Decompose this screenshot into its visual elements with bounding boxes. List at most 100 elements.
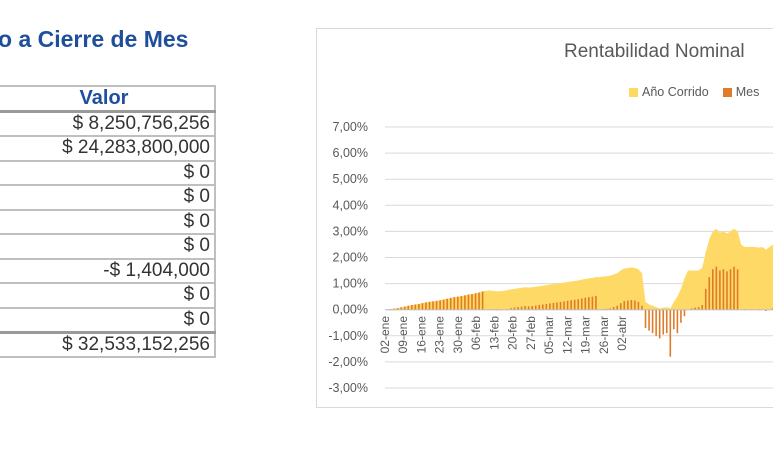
- value-cell: -$ 1,404,000: [0, 257, 216, 284]
- series-bar-month: [669, 309, 672, 357]
- series-bar-month: [545, 303, 548, 310]
- series-bar-month: [534, 305, 537, 310]
- series-bar-month: [673, 309, 675, 330]
- series-bar-month: [403, 306, 406, 310]
- series-bar-month: [481, 291, 484, 310]
- chart-area: [316, 28, 773, 408]
- series-bar-month: [453, 297, 456, 310]
- series-bar-month: [474, 293, 477, 310]
- series-bar-month: [651, 309, 654, 334]
- y-tick-label: -3,00%: [328, 381, 368, 395]
- series-bar-month: [729, 269, 732, 310]
- x-tick-label: 05-mar: [542, 316, 556, 354]
- series-bar-month: [414, 304, 417, 310]
- series-bar-month: [513, 307, 516, 310]
- series-bar-month: [595, 295, 597, 310]
- series-bar-month: [580, 298, 583, 310]
- series-bar-month: [704, 288, 707, 310]
- x-tick-label: 16-ene: [414, 316, 428, 354]
- series-bar-month: [637, 301, 640, 310]
- value-cell: $ 0: [0, 208, 216, 235]
- legend-swatch-ytd: [629, 87, 638, 97]
- series-bar-month: [591, 296, 594, 310]
- series-bar-month: [708, 277, 711, 310]
- legend-item-ytd: Año Corrido: [629, 85, 709, 99]
- series-bar-month: [683, 309, 686, 317]
- series-bar-month: [421, 303, 424, 310]
- x-tick-label: 09-ene: [396, 316, 410, 354]
- series-bar-month: [641, 305, 643, 310]
- series-bar-month: [471, 294, 473, 310]
- x-tick-label: 20-feb: [506, 316, 520, 350]
- series-bar-month: [549, 303, 551, 310]
- series-bar-month: [517, 307, 519, 310]
- series-bar-month: [690, 308, 693, 310]
- series-bar-month: [577, 299, 580, 310]
- y-tick-label: 4,00%: [333, 198, 368, 212]
- series-bar-month: [588, 297, 590, 310]
- series-bar-month: [630, 300, 633, 310]
- series-bar-month: [446, 298, 449, 310]
- series-bar-month: [662, 309, 665, 335]
- series-bar-month: [584, 297, 587, 310]
- series-bar-month: [407, 305, 410, 310]
- y-tick-label: 6,00%: [333, 146, 368, 160]
- series-bar-month: [542, 304, 544, 310]
- series-bar-month: [570, 300, 572, 310]
- value-total-cell: $ 32,533,152,256: [0, 330, 216, 358]
- series-bar-month: [457, 296, 459, 310]
- series-bar-month: [665, 309, 668, 334]
- series-bar-month: [573, 299, 576, 310]
- value-table: Valor $ 8,250,756,256 $ 24,283,800,000 $…: [0, 85, 216, 358]
- series-bar-month: [460, 296, 463, 310]
- series-bar-month: [680, 309, 682, 323]
- series-bar-month: [467, 294, 470, 310]
- series-bar-month: [478, 292, 480, 310]
- section-heading: o a Cierre de Mes: [0, 26, 189, 52]
- value-column-header: Valor: [0, 85, 216, 113]
- legend-item-month: Mes: [722, 85, 760, 99]
- series-bar-month: [510, 308, 512, 310]
- series-bar-month: [609, 308, 611, 310]
- x-tick-label: 26-mar: [597, 316, 611, 354]
- series-bar-month: [701, 305, 703, 310]
- series-bar-month: [733, 266, 735, 310]
- series-bar-month: [400, 307, 402, 310]
- series-bar-month: [722, 269, 725, 310]
- series-bar-month: [612, 307, 615, 310]
- legend-label-month: Mes: [735, 85, 760, 99]
- series-bar-month: [623, 301, 626, 310]
- series-bar-month: [619, 303, 622, 310]
- series-bar-month: [676, 309, 679, 334]
- x-tick-label: 02-abr: [615, 316, 629, 351]
- x-tick-label: 27-feb: [524, 316, 538, 350]
- series-bar-month: [538, 305, 541, 310]
- legend-swatch-month: [722, 87, 732, 97]
- series-bar-month: [736, 269, 739, 310]
- x-tick-label: 30-ene: [451, 316, 465, 354]
- series-bar-month: [552, 302, 555, 310]
- x-tick-label: 06-feb: [469, 316, 483, 350]
- legend-label-ytd: Año Corrido: [642, 85, 709, 99]
- series-bar-month: [425, 302, 427, 310]
- x-tick-label: 02-ene: [378, 316, 392, 354]
- y-tick-label: 3,00%: [333, 224, 368, 238]
- y-tick-label: 2,00%: [333, 251, 368, 265]
- series-bar-month: [648, 309, 650, 331]
- chart-title: Rentabilidad Nominal: [564, 41, 745, 62]
- series-bar-month: [719, 270, 721, 310]
- series-bar-month: [563, 301, 565, 310]
- value-cell: $ 0: [0, 159, 216, 186]
- series-bar-month: [442, 299, 445, 310]
- series-bar-month: [726, 271, 728, 310]
- series-bar-month: [524, 306, 526, 310]
- series-bar-month: [439, 300, 441, 310]
- series-bar-month: [432, 301, 434, 310]
- series-bar-month: [531, 306, 533, 310]
- chart-legend: Año Corrido Mes: [629, 85, 773, 99]
- x-tick-label: 19-mar: [579, 316, 593, 354]
- y-tick-label: 7,00%: [333, 120, 368, 134]
- series-bar-month: [393, 308, 395, 310]
- value-cell: $ 0: [0, 184, 216, 211]
